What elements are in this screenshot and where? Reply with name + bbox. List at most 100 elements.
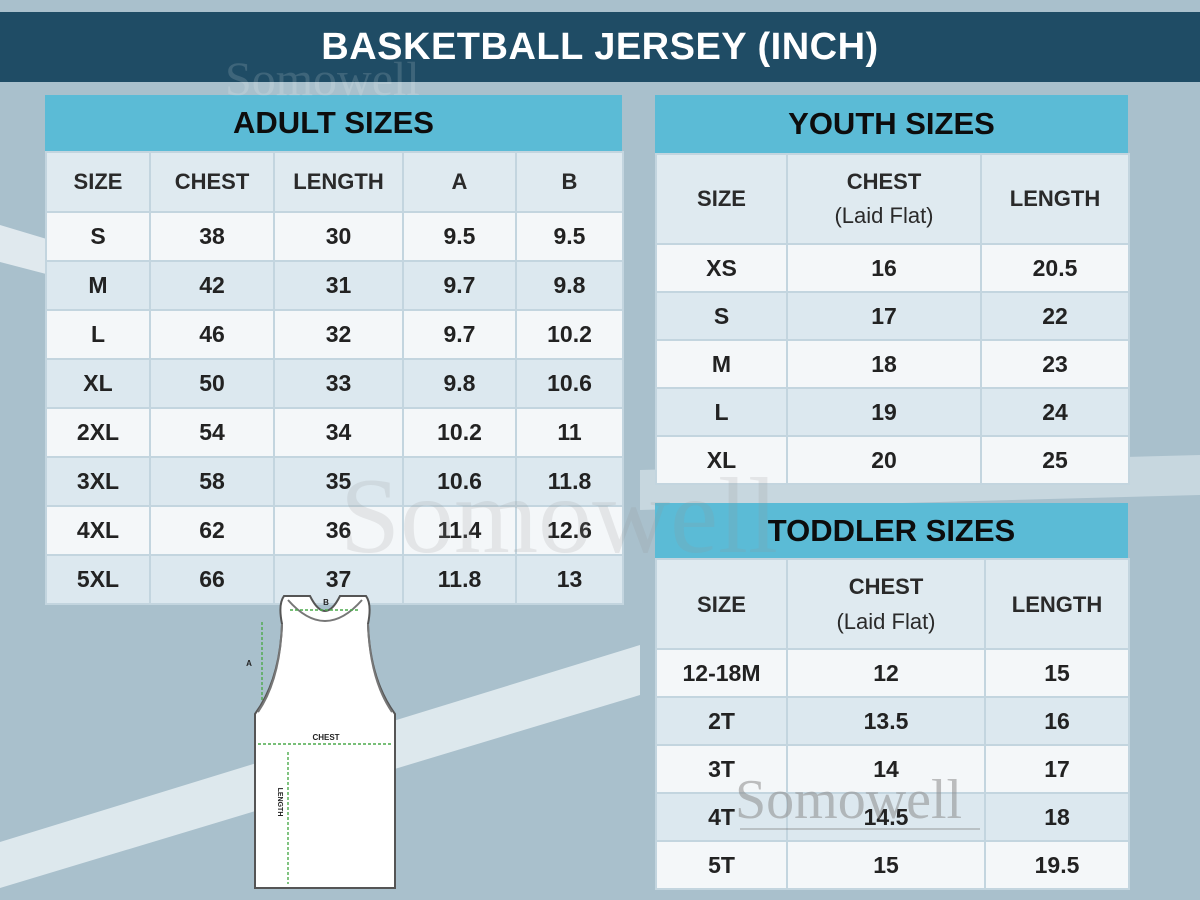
table-header-row: SIZE CHEST (Laid Flat) LENGTH: [655, 153, 1130, 245]
length-label: LENGTH: [276, 788, 283, 817]
youth-size-row: L 19 24: [655, 387, 1130, 437]
adult-size-row: S 38 30 9.5 9.5: [45, 211, 624, 262]
table-cell: 22: [980, 291, 1130, 341]
adult-sizes-title: ADULT SIZES: [45, 95, 622, 151]
jersey-left-armhole: [257, 623, 283, 713]
table-cell: 9.8: [515, 260, 624, 311]
watermark-underline: [740, 828, 980, 830]
table-cell: 11.8: [402, 554, 517, 605]
table-cell: 11.4: [402, 505, 517, 556]
table-cell: 5XL: [45, 554, 151, 605]
adult-size-row: M 42 31 9.7 9.8: [45, 260, 624, 311]
toddler-size-table: SIZE CHEST (Laid Flat) LENGTH 12-18M 12 15…: [655, 558, 1130, 890]
table-cell: 16: [786, 243, 982, 293]
header-length: LENGTH: [984, 558, 1130, 650]
table-cell: 42: [149, 260, 275, 311]
table-cell: 9.7: [402, 309, 517, 360]
table-cell: 12-18M: [655, 648, 788, 698]
header-chest-label: CHEST: [846, 169, 922, 194]
table-cell: 12: [786, 648, 986, 698]
table-cell: 10.2: [515, 309, 624, 360]
toddler-size-row: 3T 14 17: [655, 744, 1130, 794]
table-cell: S: [45, 211, 151, 262]
adult-sizes-panel: ADULT SIZES SIZE CHEST LENGTH A B S 38 30 9…: [45, 95, 624, 605]
header-a: A: [402, 151, 517, 213]
toddler-sizes-panel: TODDLER SIZES SIZE CHEST (Laid Flat) LEN…: [655, 503, 1130, 890]
table-cell: 11: [515, 407, 624, 458]
header-length: LENGTH: [273, 151, 404, 213]
adult-size-row: 5XL 66 37 11.8 13: [45, 554, 624, 605]
table-cell: M: [45, 260, 151, 311]
table-cell: L: [45, 309, 151, 360]
table-cell: 10.2: [402, 407, 517, 458]
table-cell: 50: [149, 358, 275, 409]
table-cell: 18: [786, 339, 982, 389]
toddler-size-row: 5T 15 19.5: [655, 840, 1130, 890]
table-cell: XL: [45, 358, 151, 409]
youth-size-table: SIZE CHEST (Laid Flat) LENGTH XS 16 20.5 S 1…: [655, 153, 1130, 485]
table-cell: 25: [980, 435, 1130, 485]
table-cell: 36: [273, 505, 404, 556]
jersey-neckline: [287, 599, 363, 622]
table-cell: 13: [515, 554, 624, 605]
header-length: LENGTH: [980, 153, 1130, 245]
table-cell: 14.5: [786, 792, 986, 842]
table-cell: 17: [786, 291, 982, 341]
youth-sizes-panel: YOUTH SIZES SIZE CHEST (Laid Flat) LENGT…: [655, 95, 1130, 485]
table-cell: 31: [273, 260, 404, 311]
table-cell: 58: [149, 456, 275, 507]
jersey-measurement-diagram: B A CHEST LENGTH: [246, 595, 396, 889]
table-cell: 11.8: [515, 456, 624, 507]
table-cell: 54: [149, 407, 275, 458]
table-cell: 15: [786, 840, 986, 890]
table-cell: 3T: [655, 744, 788, 794]
table-cell: 4XL: [45, 505, 151, 556]
table-cell: 35: [273, 456, 404, 507]
table-cell: 62: [149, 505, 275, 556]
table-cell: XS: [655, 243, 788, 293]
youth-size-row: S 17 22: [655, 291, 1130, 341]
youth-size-row: XL 20 25: [655, 435, 1130, 485]
page-title: BASKETBALL JERSEY (INCH): [321, 26, 879, 68]
youth-size-row: XS 16 20.5: [655, 243, 1130, 293]
table-cell: 32: [273, 309, 404, 360]
chest-label: CHEST: [312, 733, 339, 742]
header-size: SIZE: [655, 153, 788, 245]
table-cell: 12.6: [515, 505, 624, 556]
table-cell: 34: [273, 407, 404, 458]
table-cell: 9.5: [515, 211, 624, 262]
adult-size-row: 4XL 62 36 11.4 12.6: [45, 505, 624, 556]
a-label: A: [246, 659, 252, 668]
table-cell: 46: [149, 309, 275, 360]
table-cell: 16: [984, 696, 1130, 746]
table-cell: 18: [984, 792, 1130, 842]
header-chest: CHEST: [149, 151, 275, 213]
table-cell: 30: [273, 211, 404, 262]
table-cell: M: [655, 339, 788, 389]
header-chest: CHEST (Laid Flat): [786, 153, 982, 245]
header-chest: CHEST (Laid Flat): [786, 558, 986, 650]
header-chest-note: (Laid Flat): [834, 203, 934, 228]
table-cell: S: [655, 291, 788, 341]
table-cell: 2XL: [45, 407, 151, 458]
youth-sizes-title: YOUTH SIZES: [655, 95, 1128, 153]
header-chest-label: CHEST: [848, 574, 924, 599]
table-cell: 17: [984, 744, 1130, 794]
table-cell: 66: [149, 554, 275, 605]
header-size: SIZE: [655, 558, 788, 650]
table-cell: 38: [149, 211, 275, 262]
table-cell: 14: [786, 744, 986, 794]
jersey-right-armhole: [367, 623, 393, 713]
toddler-size-row: 2T 13.5 16: [655, 696, 1130, 746]
toddler-size-row: 4T 14.5 18: [655, 792, 1130, 842]
adult-size-row: L 46 32 9.7 10.2: [45, 309, 624, 360]
table-cell: 2T: [655, 696, 788, 746]
page-title-banner: BASKETBALL JERSEY (INCH): [0, 12, 1200, 82]
table-cell: 13.5: [786, 696, 986, 746]
table-cell: XL: [655, 435, 788, 485]
table-cell: 20: [786, 435, 982, 485]
table-cell: 19.5: [984, 840, 1130, 890]
adult-size-row: 2XL 54 34 10.2 11: [45, 407, 624, 458]
table-cell: 23: [980, 339, 1130, 389]
table-cell: 5T: [655, 840, 788, 890]
